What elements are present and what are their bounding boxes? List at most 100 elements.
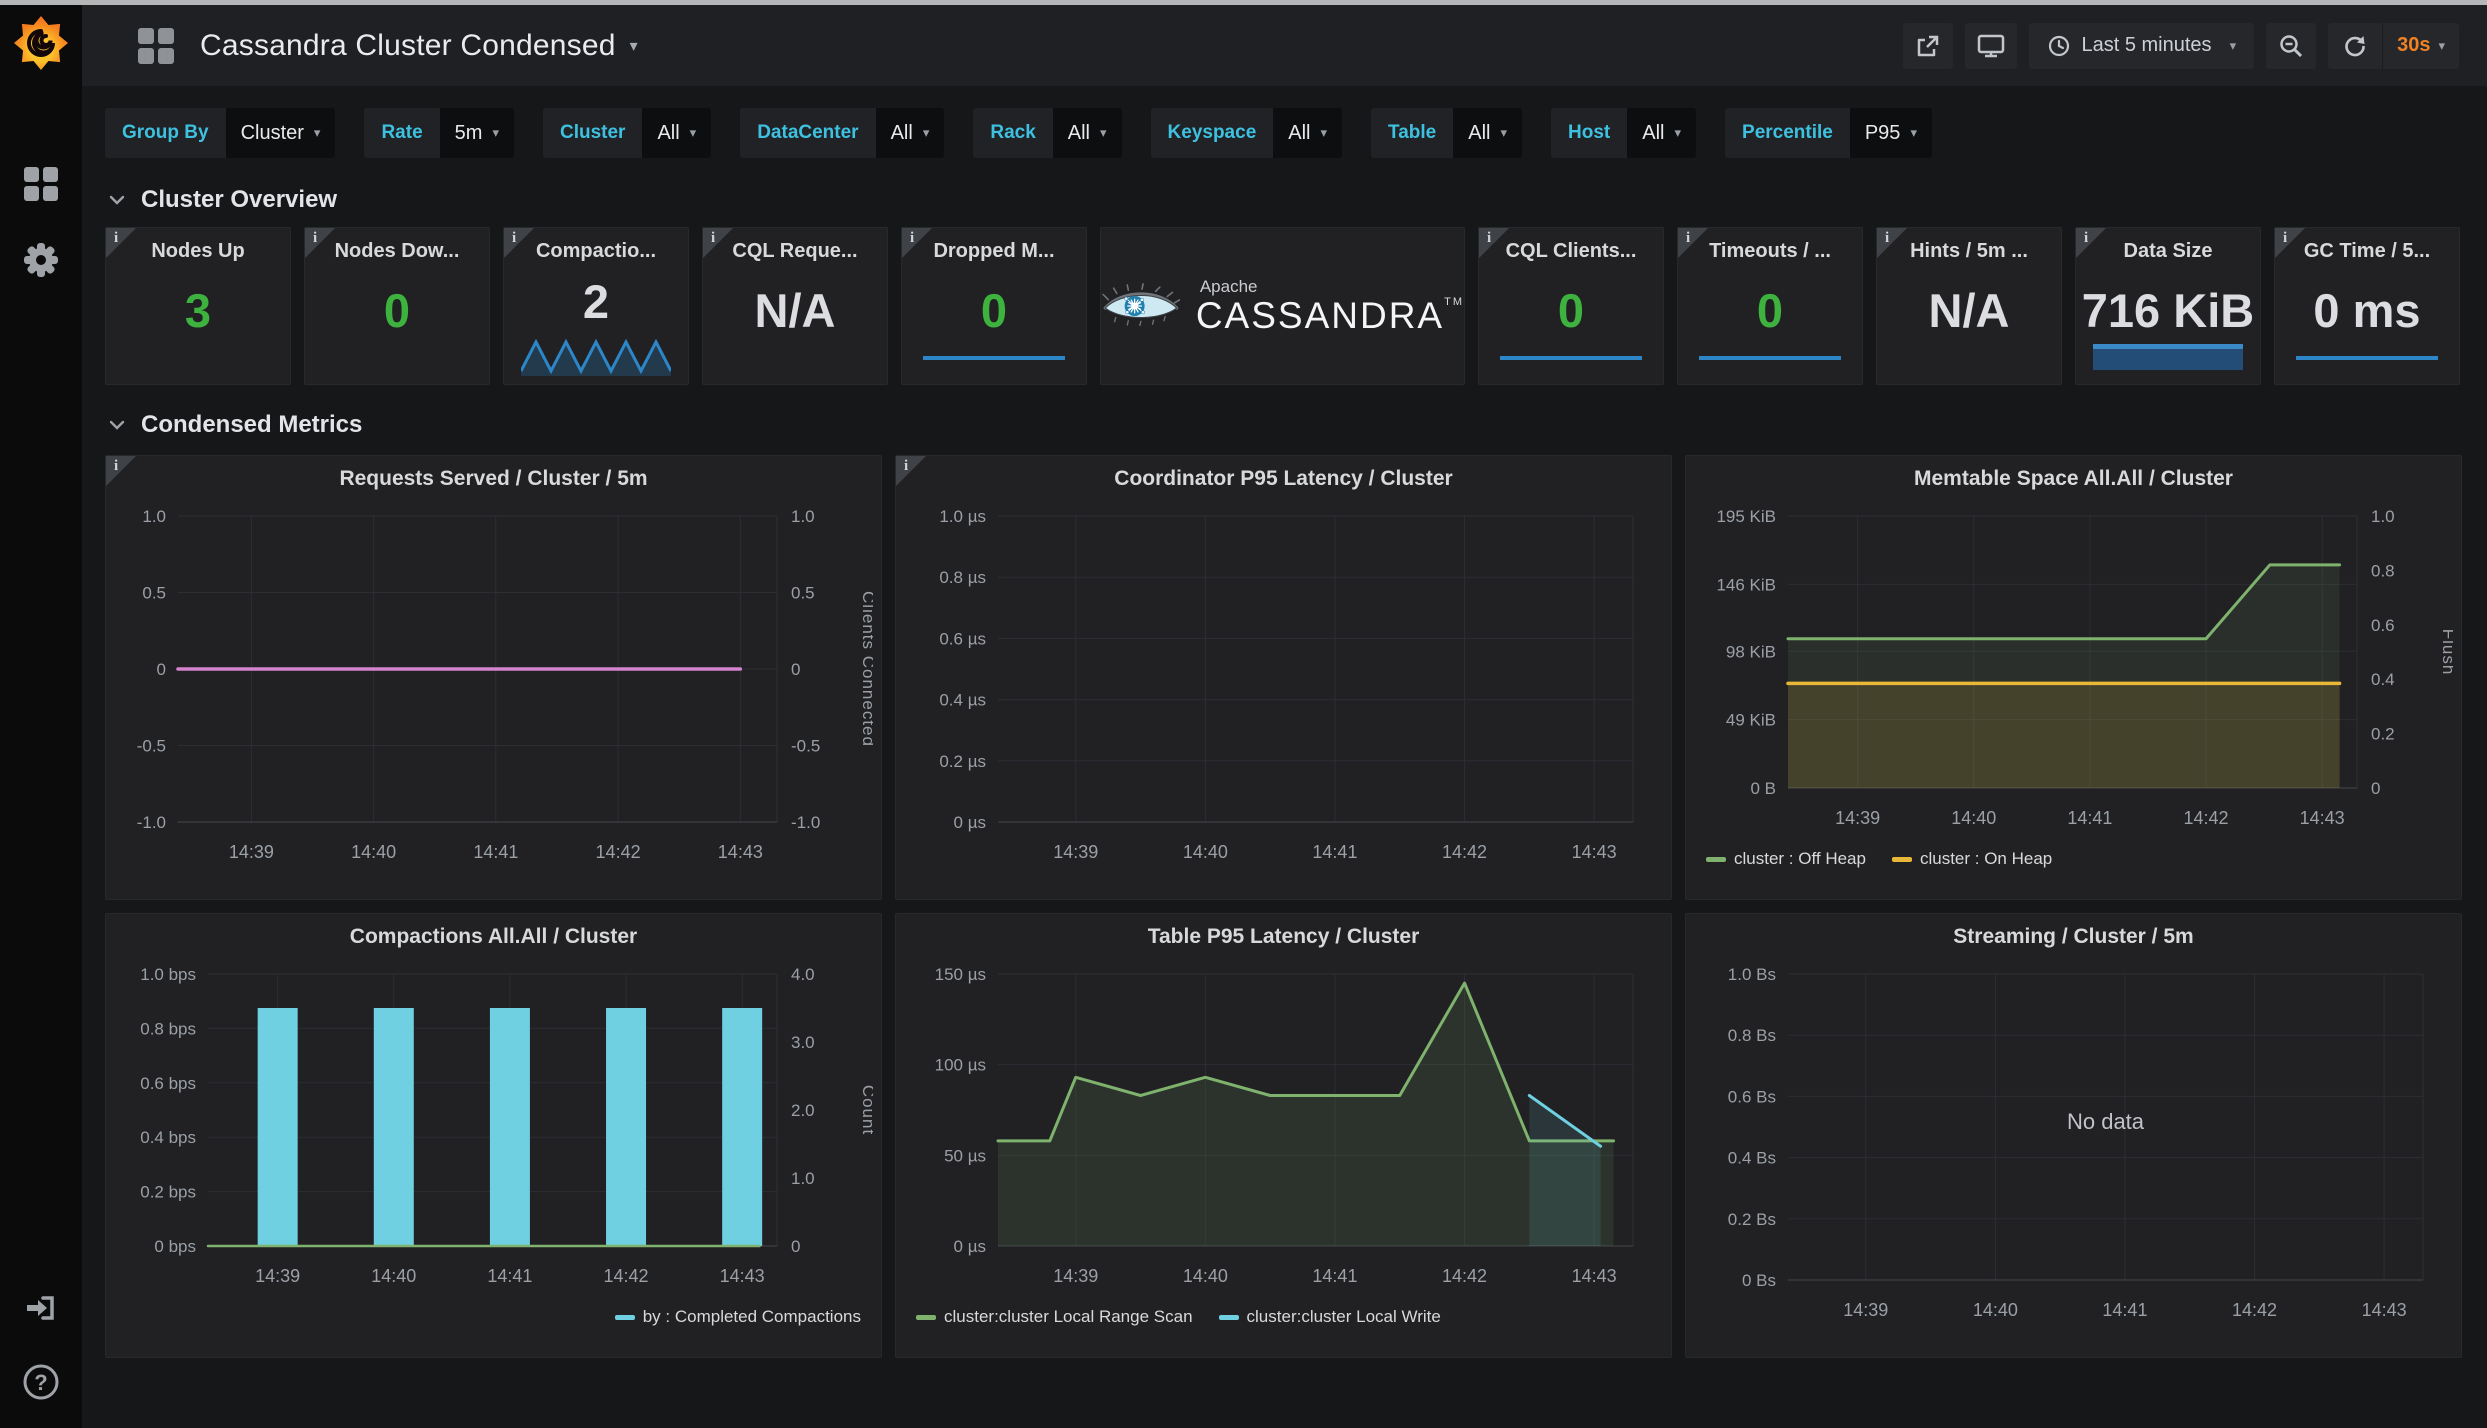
panel-title[interactable]: Coordinator P95 Latency / Cluster	[1114, 467, 1453, 490]
svg-text:150 µs: 150 µs	[935, 965, 986, 984]
stat-panel-hints-5m[interactable]: i Hints / 5m ... N/A	[1876, 227, 2062, 385]
stat-panel-nodes-dow[interactable]: i Nodes Dow... 0	[304, 227, 490, 385]
filter-rate[interactable]: Rate 5m ▾	[364, 108, 514, 158]
stat-panel-cql-clients[interactable]: i CQL Clients... 0	[1478, 227, 1664, 385]
help-icon[interactable]: ?	[21, 1362, 61, 1402]
svg-text:14:41: 14:41	[2067, 808, 2112, 828]
chart-panel-compactions: Compactions All.All / Cluster 1.0 bps 0.8 …	[105, 913, 882, 1358]
stat-panel-gc-time-5[interactable]: i GC Time / 5... 0 ms	[2274, 227, 2460, 385]
filter-host[interactable]: Host All ▾	[1551, 108, 1697, 158]
time-range-picker[interactable]: Last 5 minutes ▾	[2029, 22, 2255, 69]
chart-plot-coordinator-p95[interactable]: 1.0 µs 0.8 µs 0.6 µs 0.4 µs 0.2 µs 0 µs 14:39 1…	[904, 500, 1663, 872]
filter-label: Rack	[973, 108, 1053, 158]
svg-text:?: ?	[34, 1370, 47, 1395]
panel-title[interactable]: Table P95 Latency / Cluster	[1147, 925, 1420, 948]
stat-panel-dropped-m[interactable]: i Dropped M... 0	[901, 227, 1087, 385]
dashboard-title[interactable]: Cassandra Cluster Condensed	[200, 28, 616, 62]
panel-info-corner[interactable]	[504, 228, 534, 258]
legend-item-cluster-cluster-local-write[interactable]: cluster:cluster Local Write	[1218, 1307, 1441, 1327]
stat-panel-compactio[interactable]: i Compactio... 2	[503, 227, 689, 385]
share-button[interactable]	[1903, 22, 1954, 69]
refresh-button[interactable]	[2328, 23, 2382, 69]
filter-value-dropdown[interactable]: All ▾	[875, 108, 945, 158]
filter-group-by[interactable]: Group By Cluster ▾	[105, 108, 336, 158]
zoom-out-button[interactable]	[2266, 22, 2317, 69]
dashboard-squares-icon[interactable]	[138, 27, 174, 64]
filter-rack[interactable]: Rack All ▾	[973, 108, 1122, 158]
svg-text:No data: No data	[2067, 1109, 2145, 1134]
legend-color-dash	[614, 1314, 635, 1320]
panel-info-corner[interactable]	[1678, 228, 1708, 258]
cassandra-eye-icon	[1102, 283, 1180, 327]
chart-plot-streaming[interactable]: 1.0 Bs 0.8 Bs 0.6 Bs 0.4 Bs 0.2 Bs 0 Bs 14:39 1…	[1694, 958, 2453, 1330]
legend-item-cluster-off-heap[interactable]: cluster : Off Heap	[1706, 849, 1866, 869]
svg-text:14:39: 14:39	[1053, 1266, 1098, 1286]
grafana-logo[interactable]	[0, 0, 82, 86]
grafana-flame-icon	[14, 16, 68, 70]
filter-datacenter[interactable]: DataCenter All ▾	[740, 108, 945, 158]
legend-item-by-completed-compactions[interactable]: by : Completed Compactions	[614, 1307, 861, 1327]
filter-value-dropdown[interactable]: P95 ▾	[1849, 108, 1932, 158]
stat-panel-timeouts[interactable]: i Timeouts / ... 0	[1677, 227, 1863, 385]
filter-value-dropdown[interactable]: All ▾	[642, 108, 712, 158]
panel-title[interactable]: Streaming / Cluster / 5m	[1953, 925, 2194, 948]
svg-text:0 B: 0 B	[1750, 779, 1776, 798]
svg-text:14:40: 14:40	[371, 1266, 416, 1286]
title-caret-icon[interactable]: ▾	[629, 37, 638, 55]
row-header-condensed-metrics[interactable]: Condensed Metrics	[107, 411, 2487, 439]
filter-value-dropdown[interactable]: All ▾	[1052, 108, 1122, 158]
panel-info-corner[interactable]	[2076, 228, 2106, 258]
stat-panel-data-size[interactable]: i Data Size 716 KiB	[2075, 227, 2261, 385]
panel-title[interactable]: Memtable Space All.All / Cluster	[1914, 467, 2233, 490]
filter-value-dropdown[interactable]: 5m ▾	[439, 108, 514, 158]
chart-plot-table-p95[interactable]: 150 µs 100 µs 50 µs 0 µs 14:39 14:40 14:41 14:4…	[904, 958, 1663, 1296]
panel-info-corner[interactable]	[1479, 228, 1509, 258]
refresh-interval-picker[interactable]: 30s ▾	[2383, 23, 2459, 69]
stat-panel-nodes-up[interactable]: i Nodes Up 3	[105, 227, 291, 385]
top-scrollbar[interactable]	[0, 0, 2487, 5]
panel-info-corner[interactable]	[106, 456, 136, 486]
panel-info-corner[interactable]	[2275, 228, 2305, 258]
filter-cluster[interactable]: Cluster All ▾	[542, 108, 712, 158]
panel-info-corner[interactable]	[305, 228, 335, 258]
filter-label: Group By	[105, 108, 226, 158]
panel-info-corner[interactable]	[896, 456, 926, 486]
tv-mode-button[interactable]	[1965, 22, 2018, 69]
panel-title[interactable]: Compactions All.All / Cluster	[349, 925, 638, 948]
template-variables-row: Group By Cluster ▾ Rate 5m ▾ Cluster All ▾ DataCe…	[105, 108, 2487, 158]
panel-info-corner[interactable]	[1877, 228, 1907, 258]
info-icon: i	[1686, 230, 1691, 246]
chevron-down-icon	[109, 195, 125, 205]
filter-percentile[interactable]: Percentile P95 ▾	[1725, 108, 1932, 158]
row-header-cluster-overview[interactable]: Cluster Overview	[107, 186, 2487, 214]
panel-info-corner[interactable]	[106, 228, 136, 258]
legend-item-cluster-cluster-local-range-scan[interactable]: cluster:cluster Local Range Scan	[916, 1307, 1193, 1327]
filter-keyspace[interactable]: Keyspace All ▾	[1150, 108, 1343, 158]
legend-color-dash	[916, 1314, 936, 1320]
chevron-down-icon: ▾	[492, 125, 499, 140]
panel-title[interactable]: Requests Served / Cluster / 5m	[339, 467, 648, 490]
charts-grid: i Requests Served / Cluster / 5m 1.0 0.5 0 -0…	[105, 455, 2487, 1358]
stat-title: Dropped M...	[933, 240, 1055, 262]
filter-value-dropdown[interactable]: All ▾	[1453, 108, 1523, 158]
bar	[373, 1008, 414, 1246]
filter-value: 5m	[454, 121, 483, 144]
time-range-label: Last 5 minutes	[2081, 34, 2212, 56]
chart-plot-memtable-space[interactable]: 195 KiB 146 KiB 98 KiB 49 KiB 0 B 1.0 0.8 0.6 0.…	[1694, 500, 2458, 838]
svg-text:0.2 bps: 0.2 bps	[140, 1183, 196, 1202]
legend-color-dash	[1706, 856, 1726, 862]
filter-table[interactable]: Table All ▾	[1371, 108, 1523, 158]
panel-info-corner[interactable]	[902, 228, 932, 258]
chart-plot-requests-served[interactable]: 1.0 0.5 0 -0.5 -1.0 1.0 0.5 0 -0.5 -1.0 Clients Co…	[114, 500, 878, 872]
filter-value-dropdown[interactable]: All ▾	[1273, 108, 1343, 158]
filter-value-dropdown[interactable]: All ▾	[1627, 108, 1697, 158]
stat-panel-cql-reque[interactable]: i CQL Reque... N/A	[702, 227, 888, 385]
legend-item-cluster-on-heap[interactable]: cluster : On Heap	[1891, 849, 2052, 869]
settings-gear-icon[interactable]	[21, 240, 61, 280]
chart-plot-compactions[interactable]: 1.0 bps 0.8 bps 0.6 bps 0.4 bps 0.2 bps 0 bps…	[114, 958, 878, 1296]
dashboards-menu-icon[interactable]	[21, 164, 61, 204]
panel-info-corner[interactable]	[703, 228, 733, 258]
sign-in-icon[interactable]	[21, 1288, 61, 1328]
filter-value-dropdown[interactable]: Cluster ▾	[225, 108, 336, 158]
